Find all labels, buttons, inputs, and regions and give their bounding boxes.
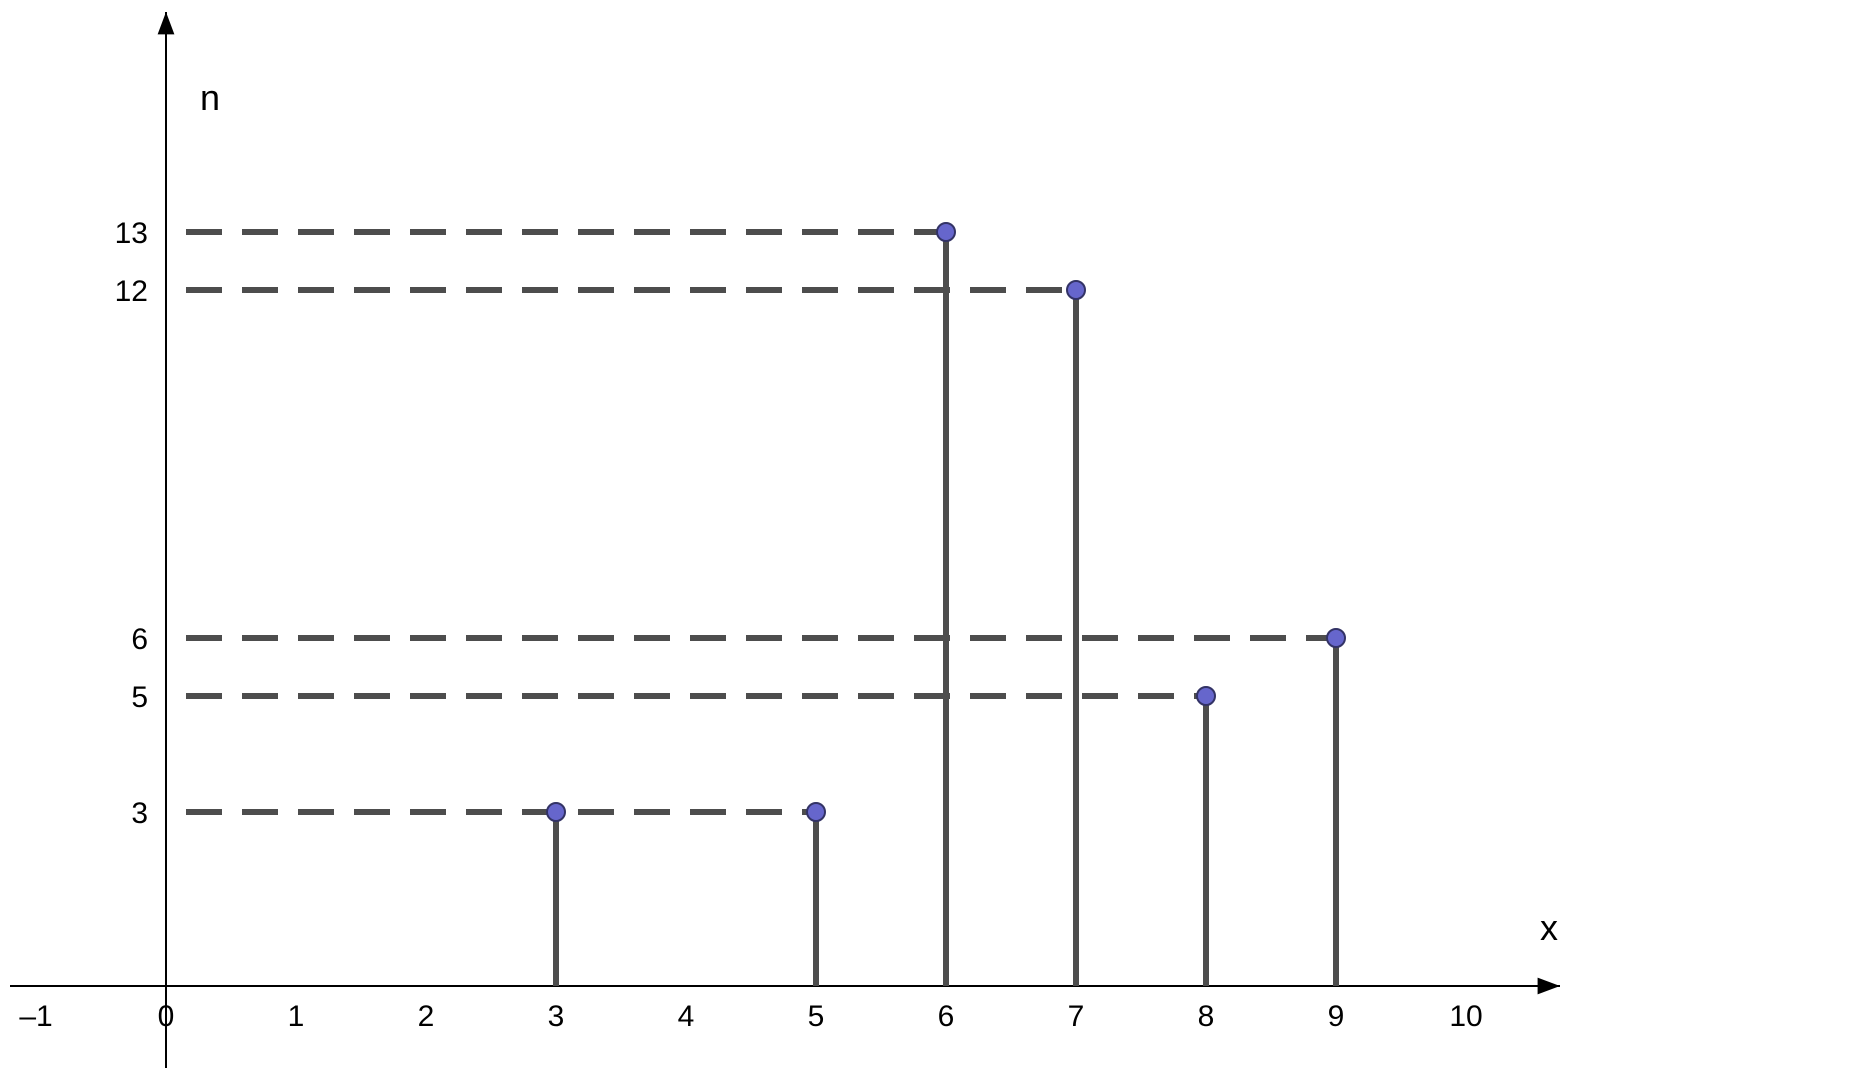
x-tick-label: 3 xyxy=(548,1000,565,1033)
y-axis-label: n xyxy=(200,77,220,118)
x-tick-label: 8 xyxy=(1198,1000,1215,1033)
x-tick-label: 4 xyxy=(678,1000,695,1033)
x-tick-label: –1 xyxy=(19,1000,52,1033)
chart-svg: –10123456789103561213nx xyxy=(0,0,1860,1068)
data-marker xyxy=(1327,629,1345,647)
y-tick-label: 5 xyxy=(131,681,148,714)
y-tick-label: 13 xyxy=(115,217,148,250)
y-tick-label: 12 xyxy=(115,275,148,308)
data-marker xyxy=(1197,687,1215,705)
x-tick-label: 9 xyxy=(1328,1000,1345,1033)
x-tick-label: 7 xyxy=(1068,1000,1085,1033)
y-axis-arrow xyxy=(158,12,175,34)
x-tick-label: 10 xyxy=(1449,1000,1482,1033)
x-axis-label: x xyxy=(1540,907,1558,948)
stem-chart: –10123456789103561213nx xyxy=(0,0,1860,1068)
data-marker xyxy=(1067,281,1085,299)
x-tick-label: 2 xyxy=(418,1000,435,1033)
x-tick-label: 6 xyxy=(938,1000,955,1033)
y-tick-label: 6 xyxy=(131,623,148,656)
data-marker xyxy=(547,803,565,821)
data-marker xyxy=(807,803,825,821)
x-tick-label: 0 xyxy=(158,1000,175,1033)
x-tick-label: 1 xyxy=(288,1000,305,1033)
data-marker xyxy=(937,223,955,241)
y-tick-label: 3 xyxy=(131,797,148,830)
x-axis-arrow xyxy=(1538,978,1560,995)
x-tick-label: 5 xyxy=(808,1000,825,1033)
